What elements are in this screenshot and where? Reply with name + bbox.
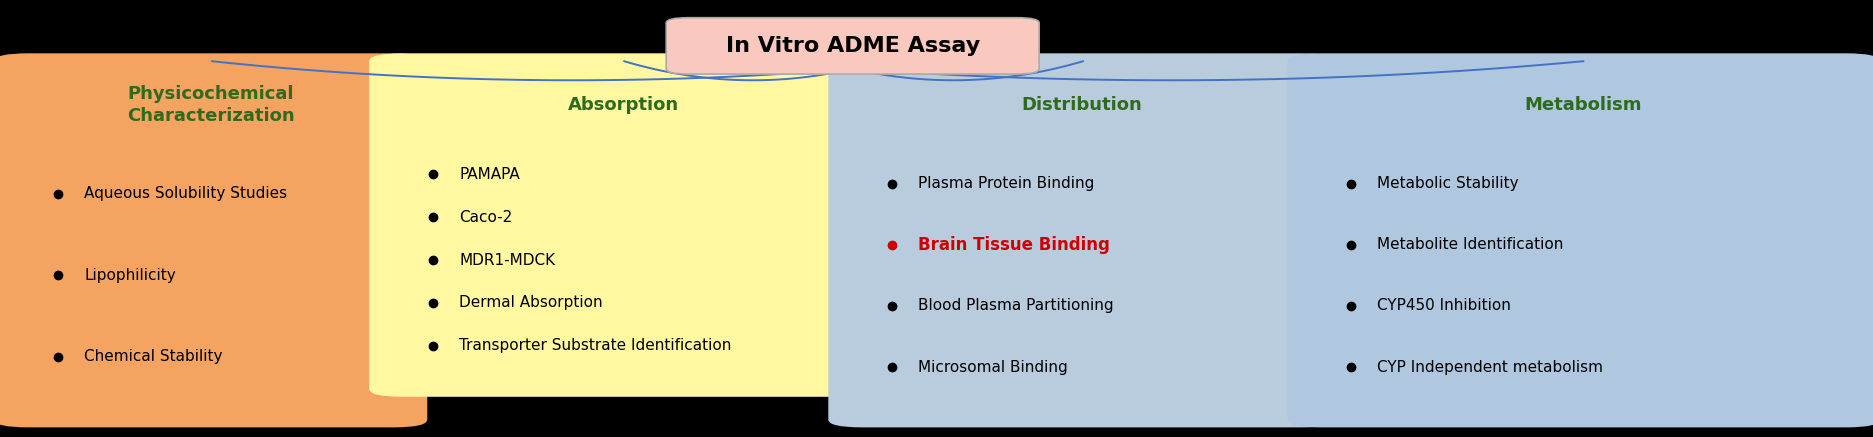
Text: Physicochemical
Characterization: Physicochemical Characterization bbox=[127, 85, 294, 125]
Text: Absorption: Absorption bbox=[568, 96, 678, 114]
FancyBboxPatch shape bbox=[828, 53, 1335, 427]
Text: Microsomal Binding: Microsomal Binding bbox=[918, 360, 1068, 375]
Text: MDR1-MDCK: MDR1-MDCK bbox=[459, 253, 554, 267]
FancyBboxPatch shape bbox=[1287, 53, 1873, 427]
Text: Dermal Absorption: Dermal Absorption bbox=[459, 295, 603, 310]
Text: Transporter Substrate Identification: Transporter Substrate Identification bbox=[459, 338, 730, 353]
Text: Distribution: Distribution bbox=[1021, 96, 1143, 114]
Text: CYP Independent metabolism: CYP Independent metabolism bbox=[1377, 360, 1603, 375]
FancyBboxPatch shape bbox=[369, 53, 877, 397]
Text: Lipophilicity: Lipophilicity bbox=[84, 268, 176, 283]
FancyBboxPatch shape bbox=[0, 53, 427, 427]
Text: Caco-2: Caco-2 bbox=[459, 210, 511, 225]
Text: Metabolism: Metabolism bbox=[1525, 96, 1641, 114]
Text: Chemical Stability: Chemical Stability bbox=[84, 350, 223, 364]
Text: Metabolite Identification: Metabolite Identification bbox=[1377, 237, 1562, 252]
Text: Plasma Protein Binding: Plasma Protein Binding bbox=[918, 176, 1094, 191]
FancyBboxPatch shape bbox=[667, 17, 1038, 74]
Text: Aqueous Solubility Studies: Aqueous Solubility Studies bbox=[84, 186, 287, 201]
Text: In Vitro ADME Assay: In Vitro ADME Assay bbox=[725, 36, 980, 56]
Text: CYP450 Inhibition: CYP450 Inhibition bbox=[1377, 298, 1510, 313]
Text: Metabolic Stability: Metabolic Stability bbox=[1377, 176, 1519, 191]
Text: Brain Tissue Binding: Brain Tissue Binding bbox=[918, 236, 1109, 254]
Text: Blood Plasma Partitioning: Blood Plasma Partitioning bbox=[918, 298, 1113, 313]
Text: PAMAPA: PAMAPA bbox=[459, 167, 519, 182]
